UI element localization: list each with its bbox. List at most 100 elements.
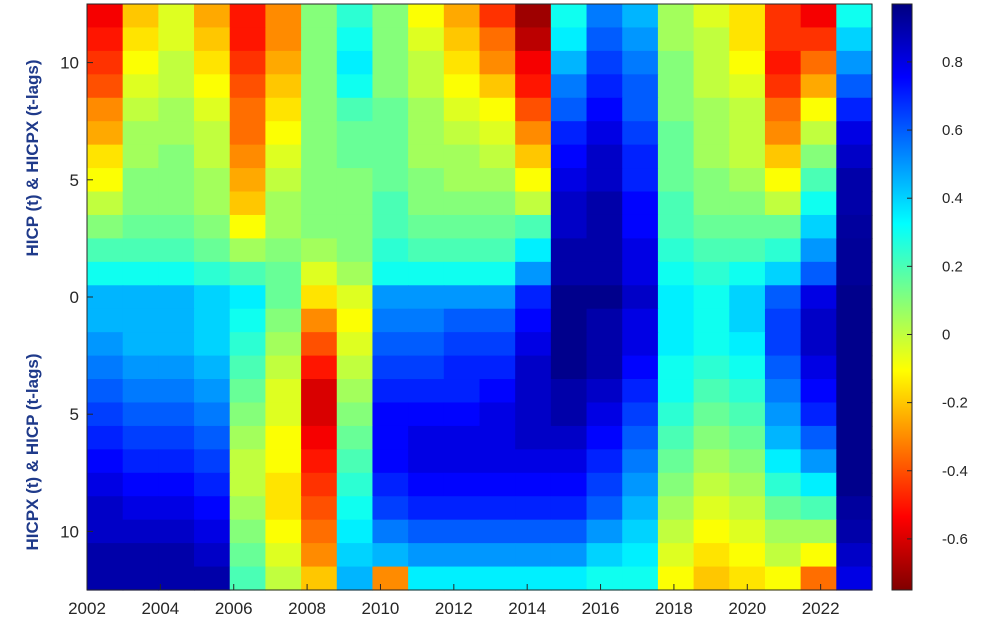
- heatmap-cell: [408, 168, 445, 193]
- x-tick-label: 2022: [802, 599, 840, 618]
- heatmap-cell: [836, 519, 873, 544]
- heatmap-cell: [336, 144, 374, 169]
- heatmap-cell: [408, 496, 445, 521]
- heatmap-cell: [800, 238, 837, 263]
- heatmap-cell: [194, 27, 231, 52]
- heatmap-cell: [657, 4, 695, 29]
- heatmap-cell: [479, 285, 516, 310]
- heatmap-cell: [301, 402, 338, 427]
- heatmap-cell: [515, 472, 552, 497]
- heatmap-cell: [729, 379, 766, 404]
- heatmap-cell: [336, 332, 374, 357]
- heatmap-cell: [265, 144, 302, 169]
- heatmap-cell: [657, 519, 695, 544]
- heatmap-cell: [265, 121, 302, 146]
- heatmap-cell: [372, 74, 409, 99]
- heatmap-cell: [229, 355, 267, 380]
- heatmap-cell: [301, 238, 338, 263]
- heatmap-cell: [194, 50, 231, 75]
- heatmap-cell: [622, 519, 659, 544]
- heatmap-cell: [836, 191, 873, 216]
- heatmap-cell: [729, 97, 766, 122]
- heatmap-cell: [265, 4, 302, 29]
- heatmap-cell: [229, 379, 267, 404]
- heatmap-cell: [158, 214, 195, 239]
- heatmap-cell: [764, 261, 802, 286]
- heatmap-cell: [336, 496, 374, 521]
- x-tick-label: 2010: [362, 599, 400, 618]
- heatmap-cell: [122, 214, 159, 239]
- heatmap-cell: [550, 449, 588, 474]
- heatmap-cell: [122, 50, 159, 75]
- colorbar-tick-label: -0.2: [942, 395, 968, 412]
- heatmap-cell: [372, 97, 409, 122]
- heatmap-cell: [515, 168, 552, 193]
- heatmap-cell: [657, 308, 695, 333]
- heatmap-cell: [764, 238, 802, 263]
- heatmap-cell: [764, 332, 802, 357]
- heatmap-cell: [800, 519, 837, 544]
- heatmap-cell: [800, 191, 837, 216]
- heatmap-cell: [657, 355, 695, 380]
- heatmap-cell: [229, 214, 267, 239]
- heatmap-cell: [265, 74, 302, 99]
- heatmap-cell: [122, 543, 159, 568]
- heatmap-cell: [800, 355, 837, 380]
- heatmap-cell: [229, 261, 267, 286]
- heatmap-cell: [87, 50, 124, 75]
- heatmap-cell: [622, 27, 659, 52]
- heatmap-cell: [764, 519, 802, 544]
- heatmap-cell: [408, 332, 445, 357]
- heatmap-cell: [443, 191, 481, 216]
- heatmap-cell: [122, 449, 159, 474]
- heatmap-cell: [836, 308, 873, 333]
- heatmap-cell: [764, 379, 802, 404]
- heatmap-cell: [372, 214, 409, 239]
- heatmap-cell: [693, 543, 730, 568]
- heatmap-cell: [836, 144, 873, 169]
- heatmap-cell: [301, 308, 338, 333]
- heatmap-cell: [693, 379, 730, 404]
- heatmap-cell: [729, 121, 766, 146]
- heatmap-cell: [622, 355, 659, 380]
- heatmap-cell: [372, 308, 409, 333]
- heatmap-cell: [87, 472, 124, 497]
- heatmap-cell: [800, 379, 837, 404]
- heatmap-cell: [729, 50, 766, 75]
- heatmap-cell: [229, 496, 267, 521]
- heatmap-cell: [800, 74, 837, 99]
- heatmap-cell: [515, 496, 552, 521]
- heatmap-cell: [836, 261, 873, 286]
- heatmap-cell: [729, 308, 766, 333]
- heatmap-cell: [122, 74, 159, 99]
- heatmap-cell: [657, 379, 695, 404]
- heatmap-cell: [479, 379, 516, 404]
- heatmap-cell: [764, 168, 802, 193]
- heatmap-cell: [657, 332, 695, 357]
- heatmap-cell: [158, 496, 195, 521]
- heatmap-cell: [479, 191, 516, 216]
- heatmap-cell: [764, 355, 802, 380]
- heatmap-cell: [550, 27, 588, 52]
- heatmap-cell: [265, 238, 302, 263]
- x-tick-label: 2020: [728, 599, 766, 618]
- heatmap-cell: [479, 121, 516, 146]
- heatmap-cell: [586, 425, 623, 450]
- heatmap-cell: [301, 27, 338, 52]
- heatmap-cell: [729, 402, 766, 427]
- heatmap-cell: [515, 425, 552, 450]
- heatmap-cell: [693, 97, 730, 122]
- heatmap-cell: [586, 261, 623, 286]
- heatmap-cell: [87, 402, 124, 427]
- heatmap-cell: [657, 285, 695, 310]
- heatmap-cell: [336, 238, 374, 263]
- heatmap-cell: [550, 4, 588, 29]
- heatmap-cell: [336, 74, 374, 99]
- heatmap-cell: [800, 50, 837, 75]
- heatmap-cell: [657, 449, 695, 474]
- heatmap-cell: [836, 50, 873, 75]
- heatmap-cell: [622, 191, 659, 216]
- heatmap-cell: [301, 144, 338, 169]
- heatmap-cell: [301, 168, 338, 193]
- heatmap-cell: [479, 50, 516, 75]
